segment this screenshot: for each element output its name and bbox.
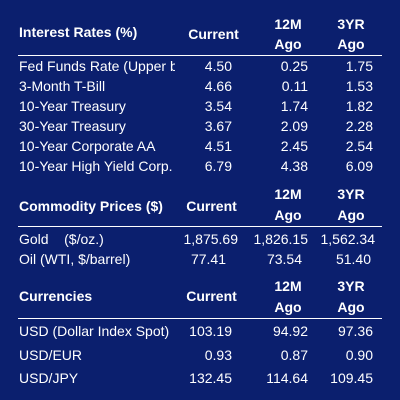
current-value: 103.19	[189, 323, 232, 339]
commodity-prices-header: Commodity Prices ($) Current 12M 3YR	[0, 186, 400, 216]
3yr-ago-value: 2.54	[345, 138, 373, 154]
row-label: USD (Dollar Index Spot)	[19, 323, 170, 339]
12m-column-header-line2: Ago	[274, 299, 302, 315]
table-row: 10-Year High Yield Corp. 6.79 4.38 6.09	[0, 156, 400, 176]
3yr-column-header-line1: 3YR	[337, 278, 365, 294]
table-row: USD/JPY 132.45 114.64 109.45	[0, 368, 400, 388]
3yr-ago-value: 97.36	[337, 323, 373, 339]
12m-ago-value: 0.11	[281, 78, 308, 94]
table-row: Oil (WTI, $/barrel) 77.41 73.54 51.40	[0, 249, 400, 269]
table-row: USD (Dollar Index Spot) 103.19 94.92 97.…	[0, 321, 400, 341]
current-column-header: Current	[188, 26, 239, 42]
12m-ago-value: 73.54	[266, 251, 302, 267]
current-value: 4.51	[204, 138, 232, 154]
3yr-ago-value: 6.09	[345, 158, 373, 174]
12m-column-header-line1: 12M	[274, 278, 302, 294]
12m-column-header-line1: 12M	[274, 16, 302, 32]
currencies-header-line2: Ago Ago	[0, 297, 400, 317]
interest-rates-header-line2: Ago Ago	[0, 34, 400, 54]
3yr-ago-value: 2.28	[345, 118, 373, 134]
12m-column-header-line2: Ago	[274, 36, 302, 52]
row-label: 30-Year Treasury	[19, 118, 126, 134]
row-label: 10-Year High Yield Corp.	[19, 158, 173, 174]
3yr-ago-value: 0.90	[345, 347, 373, 363]
row-label: 3-Month T-Bill	[19, 78, 106, 94]
current-value: 1,875.69	[183, 231, 239, 247]
12m-ago-value: 1,826.15	[253, 231, 309, 247]
table-row: Gold ($/oz.) 1,875.69 1,826.15 1,562.34	[0, 229, 400, 249]
current-value: 3.54	[204, 98, 232, 114]
row-label: USD/EUR	[19, 347, 83, 363]
commodity-prices-divider	[18, 226, 382, 227]
3yr-ago-value: 1.82	[345, 98, 373, 114]
current-value: 6.79	[204, 158, 232, 174]
3yr-column-header-line1: 3YR	[337, 186, 365, 202]
current-value: 4.66	[204, 78, 232, 94]
current-value: 0.93	[204, 347, 232, 363]
table-row: USD/EUR 0.93 0.87 0.90	[0, 345, 400, 365]
row-label: Gold ($/oz.)	[19, 231, 104, 247]
12m-ago-value: 94.92	[272, 323, 308, 339]
table-row: 3-Month T-Bill 4.66 0.11 1.53	[0, 76, 400, 96]
3yr-column-header-line1: 3YR	[337, 16, 365, 32]
commodity-prices-title: Commodity Prices ($)	[19, 198, 163, 214]
table-row: 10-Year Corporate AA 4.51 2.45 2.54	[0, 136, 400, 156]
row-label: 10-Year Treasury	[19, 98, 126, 114]
current-column-header: Current	[186, 288, 237, 304]
interest-rates-header: Interest Rates (%) Current 12M 3YR	[0, 16, 400, 42]
12m-column-header-line1: 12M	[274, 186, 302, 202]
table-row: 30-Year Treasury 3.67 2.09 2.28	[0, 116, 400, 136]
current-value: 77.41	[190, 251, 226, 267]
3yr-ago-value: 109.45	[330, 370, 373, 386]
12m-ago-value: 2.09	[280, 118, 308, 134]
3yr-column-header-line2: Ago	[337, 207, 365, 223]
currencies-title: Currencies	[19, 288, 93, 304]
3yr-ago-value: 1.53	[345, 78, 373, 94]
table-row: Fed Funds Rate (Upper b 4.50 0.25 1.75	[0, 56, 400, 76]
3yr-column-header-line2: Ago	[337, 299, 365, 315]
12m-ago-value: 0.25	[280, 58, 308, 74]
current-value: 132.45	[189, 370, 232, 386]
3yr-ago-value: 1,562.34	[320, 231, 376, 247]
row-label: Oil (WTI, $/barrel)	[19, 251, 131, 267]
current-value: 3.67	[204, 118, 232, 134]
row-label: Fed Funds Rate (Upper b	[19, 58, 175, 74]
current-column-header: Current	[186, 198, 237, 214]
12m-ago-value: 0.87	[280, 347, 308, 363]
3yr-ago-value: 51.40	[335, 251, 371, 267]
currencies-header: Currencies Current 12M 3YR	[0, 278, 400, 306]
row-label: USD/JPY	[19, 370, 79, 386]
interest-rates-divider	[18, 55, 382, 56]
12m-column-header-line2: Ago	[274, 207, 302, 223]
commodity-prices-header-line2: Ago Ago	[0, 205, 400, 225]
3yr-ago-value: 1.75	[345, 58, 373, 74]
3yr-column-header-line2: Ago	[337, 36, 365, 52]
12m-ago-value: 4.38	[280, 158, 308, 174]
current-value: 4.50	[204, 58, 232, 74]
interest-rates-title: Interest Rates (%)	[19, 24, 138, 40]
12m-ago-value: 2.45	[280, 138, 308, 154]
12m-ago-value: 114.64	[266, 370, 308, 386]
currencies-divider	[18, 318, 382, 319]
table-row: 10-Year Treasury 3.54 1.74 1.82	[0, 96, 400, 116]
row-label: 10-Year Corporate AA	[19, 138, 156, 154]
12m-ago-value: 1.74	[280, 98, 308, 114]
